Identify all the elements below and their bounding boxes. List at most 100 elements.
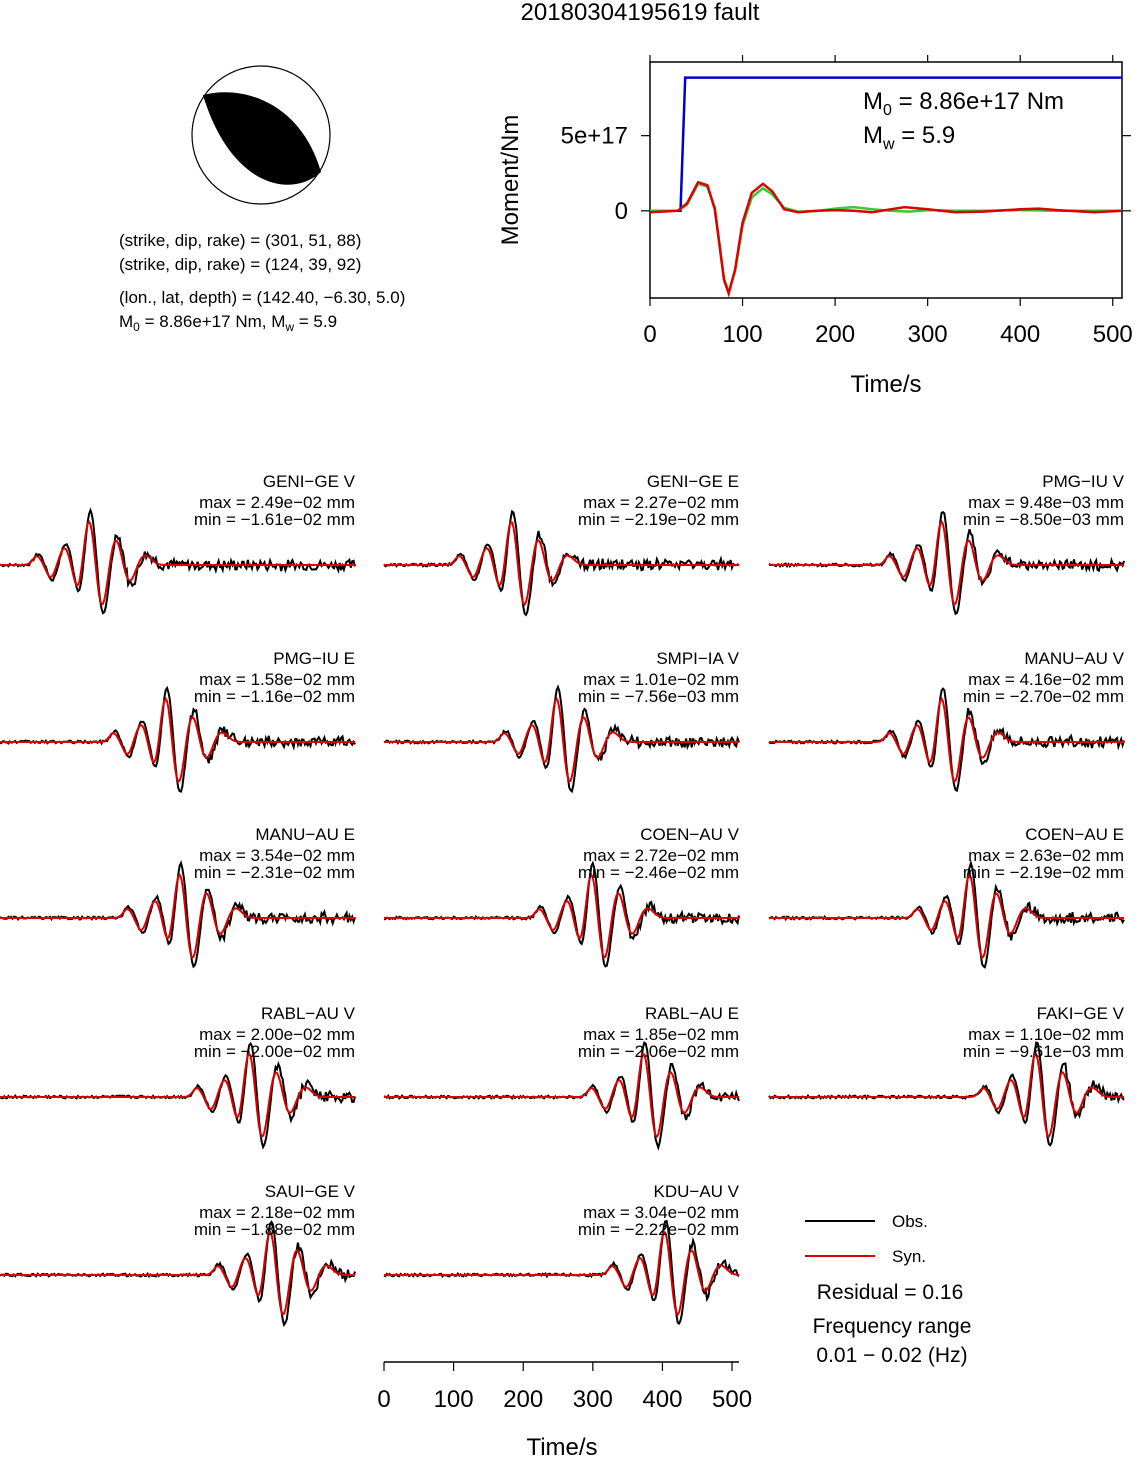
trace-max-label: max = 4.16e−02 mm: [968, 670, 1124, 689]
trace-min-label: min = −1.88e−02 mm: [194, 1220, 355, 1239]
figure-title: 20180304195619 fault: [521, 0, 760, 26]
moment-plot-frame: [649, 61, 1123, 299]
moment-y-axis: 0 5e+17: [561, 123, 1131, 225]
trace-synthetic: [0, 872, 355, 959]
trace-min-label: min = −9.61e−03 mm: [963, 1042, 1124, 1061]
mechanism-info: (strike, dip, rake) = (301, 51, 88) (str…: [119, 231, 405, 334]
mechanism-moment: M0 = 8.86e+17 Nm, Mw = 5.9: [119, 312, 337, 334]
trace-synthetic: [0, 1229, 355, 1316]
trace-synthetic: [384, 696, 739, 783]
frequency-range-label: Frequency range: [813, 1315, 972, 1338]
trace-max-label: max = 1.10e−02 mm: [968, 1025, 1124, 1044]
beachball: [191, 65, 331, 205]
trace-min-label: min = −2.19e−02 mm: [578, 510, 739, 529]
trace-synthetic: [769, 872, 1124, 959]
trace-station-label: GENI−GE E: [647, 472, 739, 491]
trace-station-label: RABL−AU V: [261, 1004, 356, 1023]
moment-m0-label: M0 = 8.86e+17 Nm: [863, 88, 1064, 119]
trace-max-label: max = 2.00e−02 mm: [199, 1025, 355, 1044]
moment-rate-panel: 0 100 200 300 400 500 0 5e+17 Time/s Moment/Nm…: [497, 55, 1133, 398]
mechanism-location: (lon., lat, depth) = (142.40, −6.30, 5.0…: [119, 288, 405, 307]
trace-min-label: min = −2.06e−02 mm: [578, 1042, 739, 1061]
trace-synthetic: [0, 696, 355, 783]
trace-max-label: max = 2.72e−02 mm: [583, 846, 739, 865]
trace-synthetic: [0, 1051, 355, 1138]
moment-x-axis: 0 100 200 300 400 500: [643, 55, 1133, 348]
legend: Obs. Syn. Residual = 0.16 Frequency rang…: [805, 1212, 971, 1367]
trace-max-label: max = 1.01e−02 mm: [583, 670, 739, 689]
moment-x-tick-label: 400: [1000, 321, 1040, 348]
moment-x-tick-label: 0: [643, 321, 656, 348]
trace-synthetic: [769, 519, 1124, 606]
trace-max-label: max = 9.48e−03 mm: [968, 493, 1124, 512]
moment-x-tick-label: 500: [1093, 321, 1133, 348]
moment-mw-label: Mw = 5.9: [863, 122, 955, 153]
waveform-x-axis: 0 100 200 300 400 500: [377, 1361, 752, 1413]
trace-max-label: max = 3.04e−02 mm: [583, 1203, 739, 1222]
moment-series-group: [649, 76, 1123, 298]
waveform-x-tick-label: 300: [573, 1386, 613, 1413]
trace-min-label: min = −1.61e−02 mm: [194, 510, 355, 529]
trace-max-label: max = 1.58e−02 mm: [199, 670, 355, 689]
trace-min-label: min = −2.46e−02 mm: [578, 863, 739, 882]
trace-synthetic: [769, 696, 1124, 783]
trace-min-label: min = −2.70e−02 mm: [963, 687, 1124, 706]
trace-min-label: min = −7.56e−03 mm: [578, 687, 739, 706]
trace-station-label: MANU−AU E: [255, 825, 355, 844]
trace-station-label: GENI−GE V: [263, 472, 356, 491]
trace-station-label: MANU−AU V: [1024, 649, 1124, 668]
waveform-x-tick-label: 100: [434, 1386, 474, 1413]
trace-station-label: PMG−IU V: [1042, 472, 1124, 491]
moment-series-green: [650, 182, 1122, 297]
trace-min-label: min = −2.22e−02 mm: [578, 1220, 739, 1239]
trace-station-label: KDU−AU V: [654, 1182, 740, 1201]
moment-x-tick-label: 300: [908, 321, 948, 348]
trace-synthetic: [384, 1231, 740, 1317]
trace-min-label: min = −8.50e−03 mm: [963, 510, 1124, 529]
waveform-x-tick-label: 200: [503, 1386, 543, 1413]
trace-synthetic: [384, 1053, 739, 1139]
trace-station-label: SMPI−IA V: [656, 649, 739, 668]
trace-max-label: max = 2.63e−02 mm: [968, 846, 1124, 865]
trace-max-label: max = 2.18e−02 mm: [199, 1203, 355, 1222]
mechanism-plane2: (strike, dip, rake) = (124, 39, 92): [119, 255, 361, 274]
moment-y-tick-label: 0: [615, 198, 628, 225]
trace-station-label: PMG−IU E: [273, 649, 355, 668]
trace-station-label: COEN−AU E: [1025, 825, 1124, 844]
waveform-x-axis-label: Time/s: [526, 1434, 597, 1458]
residual-label: Residual = 0.16: [817, 1281, 964, 1304]
waveform-x-tick-label: 500: [712, 1386, 752, 1413]
trace-max-label: max = 2.49e−02 mm: [199, 493, 355, 512]
mechanism-plane1: (strike, dip, rake) = (301, 51, 88): [119, 231, 361, 250]
moment-x-axis-label: Time/s: [850, 371, 921, 398]
trace-max-label: max = 3.54e−02 mm: [199, 846, 355, 865]
trace-synthetic: [0, 519, 355, 606]
trace-station-label: RABL−AU E: [645, 1004, 739, 1023]
trace-synthetic: [769, 1053, 1124, 1139]
moment-y-axis-label: Moment/Nm: [497, 115, 524, 246]
trace-station-label: COEN−AU V: [640, 825, 739, 844]
moment-x-tick-label: 200: [815, 321, 855, 348]
trace-min-label: min = −1.16e−02 mm: [194, 687, 355, 706]
moment-y-tick-label: 5e+17: [561, 123, 628, 150]
legend-syn-label: Syn.: [892, 1247, 926, 1266]
trace-synthetic: [384, 521, 739, 607]
moment-series-red: [649, 180, 1123, 298]
moment-x-tick-label: 100: [723, 321, 763, 348]
trace-station-label: SAUI−GE V: [265, 1182, 356, 1201]
waveform-x-tick-label: 0: [377, 1386, 390, 1413]
trace-max-label: max = 2.27e−02 mm: [583, 493, 739, 512]
waveform-x-tick-label: 400: [642, 1386, 682, 1413]
trace-station-label: FAKI−GE V: [1037, 1004, 1125, 1023]
legend-obs-label: Obs.: [892, 1212, 928, 1231]
frequency-range-value: 0.01 − 0.02 (Hz): [816, 1344, 967, 1367]
trace-synthetic: [384, 872, 739, 959]
trace-min-label: min = −2.00e−02 mm: [194, 1042, 355, 1061]
beachball-compression-quadrant: [203, 92, 321, 185]
trace-min-label: min = −2.19e−02 mm: [963, 863, 1124, 882]
trace-max-label: max = 1.85e−02 mm: [583, 1025, 739, 1044]
trace-min-label: min = −2.31e−02 mm: [194, 863, 355, 882]
trace-observed: [0, 507, 356, 615]
